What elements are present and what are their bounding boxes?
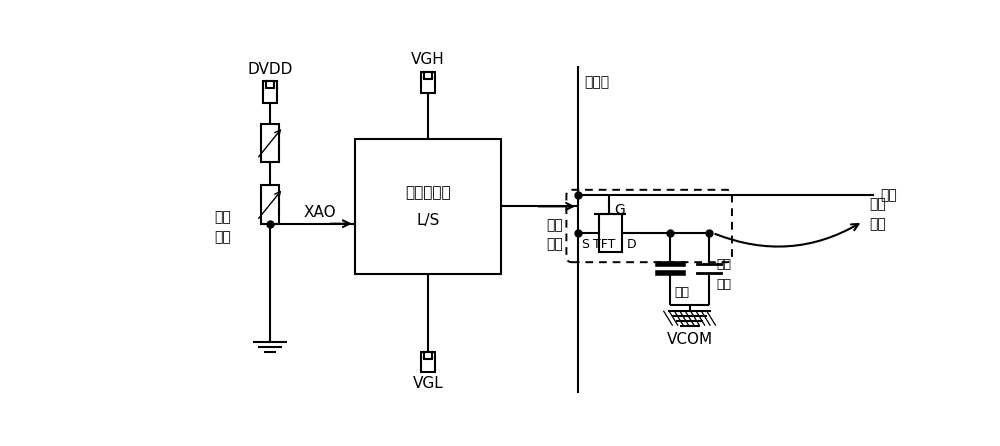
Text: 像素: 像素 — [869, 198, 886, 211]
Text: 分压: 分压 — [214, 211, 231, 224]
Text: S: S — [581, 238, 589, 251]
Text: L/S: L/S — [416, 213, 439, 228]
Text: VCOM: VCOM — [667, 332, 713, 347]
Text: 电容: 电容 — [717, 277, 732, 291]
Text: 像素: 像素 — [717, 258, 732, 271]
Text: D: D — [626, 238, 636, 251]
Text: 电阻: 电阻 — [214, 231, 231, 244]
Bar — [261, 124, 279, 162]
Bar — [421, 352, 435, 372]
Text: XAO: XAO — [304, 205, 336, 219]
Bar — [263, 81, 277, 103]
Bar — [355, 139, 501, 274]
Text: 棚线: 棚线 — [881, 188, 897, 202]
Text: 泄放: 泄放 — [546, 237, 563, 252]
Text: VGL: VGL — [412, 376, 443, 391]
Bar — [261, 185, 279, 224]
Bar — [599, 214, 622, 252]
Bar — [424, 72, 432, 78]
Text: 数据线: 数据线 — [584, 75, 609, 89]
Bar — [421, 72, 435, 93]
Text: DVDD: DVDD — [247, 62, 293, 77]
Text: VGH: VGH — [411, 52, 445, 67]
Bar — [424, 352, 432, 359]
Text: 电极: 电极 — [869, 218, 886, 231]
Text: 电荷: 电荷 — [546, 218, 563, 232]
Text: TFT: TFT — [593, 238, 616, 251]
Bar — [266, 81, 274, 88]
Text: 液晶: 液晶 — [674, 286, 689, 299]
Text: 电平转换器: 电平转换器 — [405, 185, 451, 200]
Text: G: G — [614, 203, 625, 217]
